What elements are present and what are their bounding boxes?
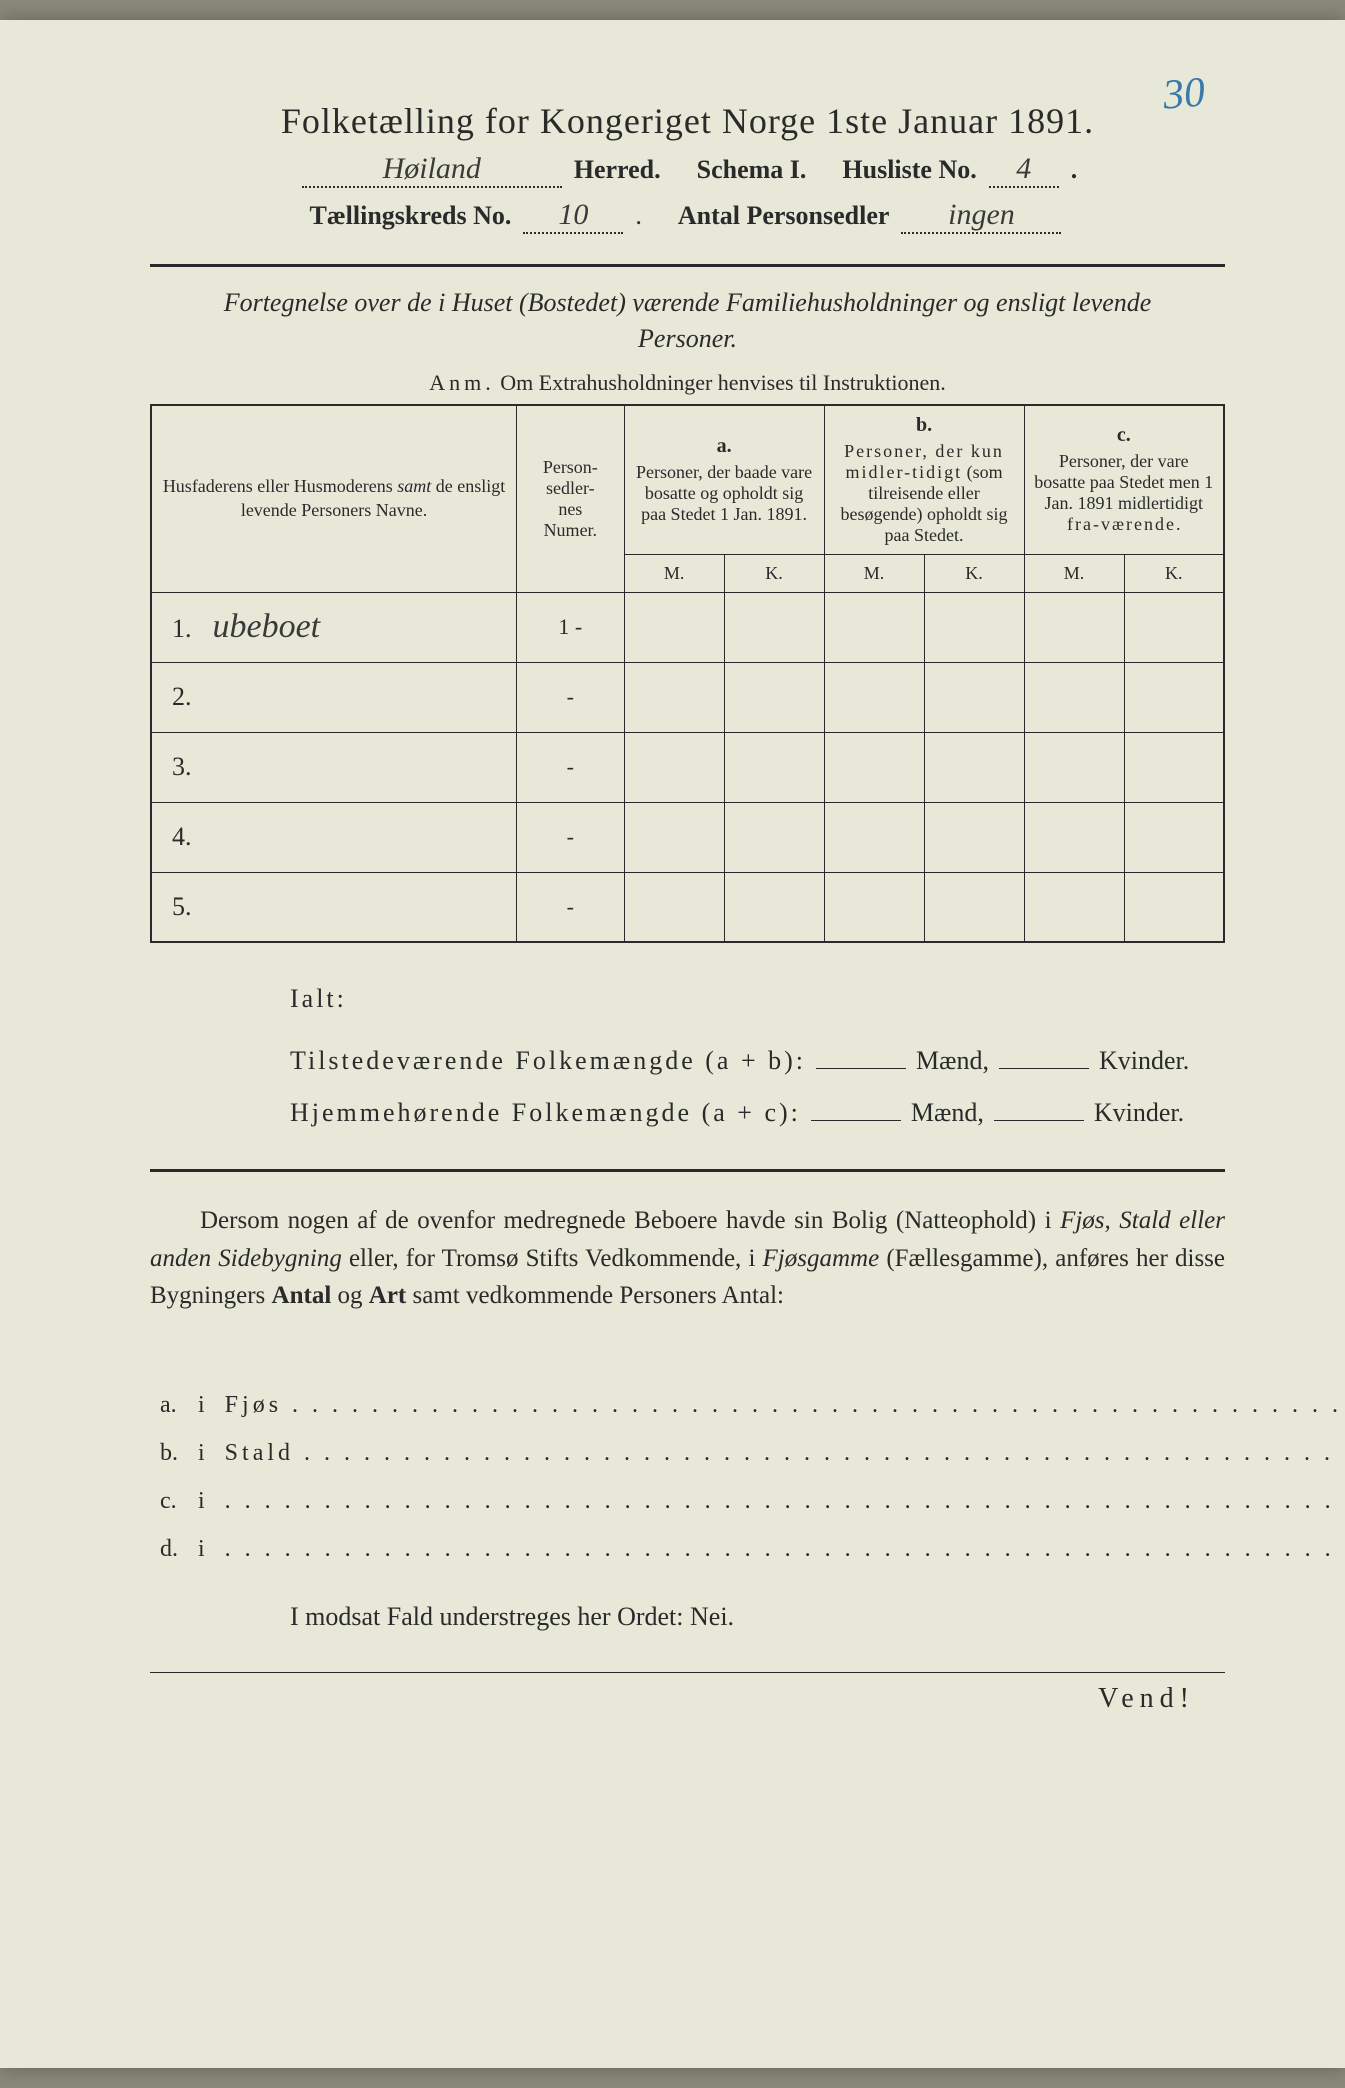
col-a-m: M. <box>624 554 724 592</box>
header-row-3: Tællingskreds No. 10 . Antal Personsedle… <box>150 198 1225 234</box>
table-row: 2. - <box>151 662 1224 732</box>
schema-label: Schema I. <box>697 155 807 185</box>
page-corner-number: 30 <box>1161 68 1207 119</box>
col-header-names: Husfaderens eller Husmoderens samt de en… <box>151 405 517 593</box>
herred-label: Herred. <box>574 155 661 185</box>
herred-value: Høiland <box>302 152 562 188</box>
divider-1 <box>150 264 1225 267</box>
col-c-m: M. <box>1024 554 1124 592</box>
col-a-k: K. <box>724 554 824 592</box>
husliste-label: Husliste No. <box>842 155 976 185</box>
total-line-ab: Tilstedeværende Folkemængde (a + b): Mæn… <box>290 1035 1225 1087</box>
modsat-line: I modsat Fald understreges her Ordet: Ne… <box>290 1602 1225 1632</box>
sub-table: Mænd. Kvinder. a.iFjøs . . . . . . . . .… <box>150 1335 1345 1572</box>
sub-table-row: b.iStald . . . . . . . . . . . . . . . .… <box>150 1427 1345 1475</box>
table-row: 4. - <box>151 802 1224 872</box>
form-subtitle: Fortegnelse over de i Huset (Bostedet) v… <box>190 285 1185 358</box>
col-header-numer: Person- sedler- nes Numer. <box>517 405 625 593</box>
col-b-m: M. <box>824 554 924 592</box>
census-form-page: 30 Folketælling for Kongeriget Norge 1st… <box>0 20 1345 2068</box>
form-title: Folketælling for Kongeriget Norge 1ste J… <box>150 100 1225 142</box>
kreds-label: Tællingskreds No. <box>310 201 512 231</box>
main-table: Husfaderens eller Husmoderens samt de en… <box>150 404 1225 944</box>
divider-2 <box>150 1169 1225 1172</box>
table-row: 3. - <box>151 732 1224 802</box>
total-line-ac: Hjemmehørende Folkemængde (a + c): Mænd,… <box>290 1087 1225 1139</box>
personsedler-value: ingen <box>901 198 1061 234</box>
anm-lead: Anm. <box>429 370 495 395</box>
col-c-k: K. <box>1124 554 1224 592</box>
sub-table-row: c.i . . . . . . . . . . . . . . . . . . … <box>150 1475 1345 1523</box>
col-b-k: K. <box>924 554 1024 592</box>
col-header-group-b: b. Personer, der kun midler-tidigt (som … <box>824 405 1024 555</box>
vend-label: Vend! <box>150 1683 1225 1715</box>
anm-note: Anm. Om Extrahusholdninger henvises til … <box>150 370 1225 396</box>
anm-text: Om Extrahusholdninger henvises til Instr… <box>500 370 945 395</box>
kreds-value: 10 <box>523 198 623 234</box>
side-building-paragraph: Dersom nogen af de ovenfor medregnede Be… <box>150 1202 1225 1315</box>
col-header-group-c: c. Personer, der vare bosatte paa Stedet… <box>1024 405 1224 555</box>
sub-table-row: a.iFjøs . . . . . . . . . . . . . . . . … <box>150 1379 1345 1427</box>
sub-table-row: d.i . . . . . . . . . . . . . . . . . . … <box>150 1523 1345 1571</box>
col-header-group-a: a. Personer, der baade vare bosatte og o… <box>624 405 824 555</box>
ialt-label: Ialt: <box>290 973 1225 1025</box>
table-row: 1. ubeboet1 - <box>151 592 1224 662</box>
table-row: 5. - <box>151 872 1224 942</box>
personsedler-label: Antal Personsedler <box>678 201 890 231</box>
header-row-2: Høiland Herred. Schema I. Husliste No. 4… <box>150 152 1225 188</box>
totals-block: Ialt: Tilstedeværende Folkemængde (a + b… <box>290 973 1225 1139</box>
divider-3 <box>150 1672 1225 1673</box>
husliste-value: 4 <box>989 152 1059 188</box>
